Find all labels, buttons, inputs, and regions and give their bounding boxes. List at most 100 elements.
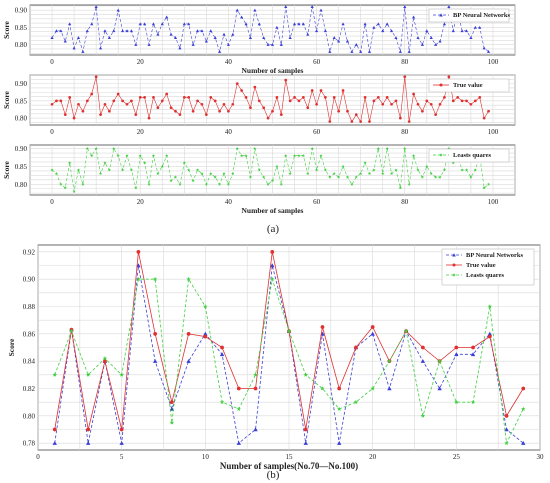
data-point (219, 399, 225, 405)
data-point (387, 358, 392, 364)
data-point (389, 29, 394, 33)
legend-label: True value (466, 262, 496, 269)
data-point (438, 175, 442, 179)
x-tick-label: 40 (225, 58, 233, 66)
y-axis-label: Score (2, 20, 11, 38)
data-point (169, 400, 174, 405)
data-point (54, 171, 59, 175)
y-tick-label: 0.90 (23, 276, 36, 284)
data-point (403, 5, 407, 9)
legend-swatch (433, 83, 449, 87)
data-point (416, 168, 420, 172)
data-point (63, 186, 67, 190)
data-point (213, 99, 217, 103)
data-point (151, 22, 156, 26)
data-point (81, 49, 85, 53)
data-point (336, 175, 341, 179)
data-point (121, 99, 124, 103)
data-point (103, 161, 107, 165)
data-point (425, 164, 429, 168)
data-point (416, 102, 420, 106)
data-point (50, 36, 54, 40)
data-point (86, 427, 91, 432)
data-point (354, 113, 358, 117)
data-point (454, 345, 459, 350)
data-point (217, 182, 222, 186)
y-tick-label: 0.86 (23, 330, 36, 338)
data-point (269, 276, 275, 282)
data-point (464, 29, 469, 33)
data-point (297, 153, 301, 158)
data-point (341, 164, 345, 168)
data-point (385, 146, 389, 150)
data-point (319, 8, 323, 12)
data-point (240, 15, 244, 19)
data-point (125, 153, 129, 158)
data-point (319, 153, 323, 158)
data-point (420, 413, 426, 418)
data-point (451, 29, 455, 33)
data-point (421, 109, 424, 113)
data-point (454, 399, 459, 405)
data-point (249, 106, 252, 110)
data-point (116, 92, 120, 96)
legend-swatch (446, 273, 462, 277)
data-point (372, 99, 376, 103)
data-point (257, 168, 261, 172)
data-point (345, 39, 350, 43)
data-point (470, 399, 476, 405)
x-tick-label: 100 (488, 198, 499, 206)
data-point (112, 99, 116, 103)
legend-label: True value (453, 82, 483, 89)
data-point (381, 29, 385, 33)
data-point (253, 427, 258, 432)
data-point (332, 96, 336, 99)
data-point (231, 32, 235, 36)
data-point (191, 109, 195, 113)
data-point (196, 99, 199, 103)
series-line (51, 147, 489, 192)
x-tick-label: 40 (225, 198, 233, 206)
data-point (275, 96, 279, 99)
legend-swatch (433, 153, 449, 157)
data-point (129, 29, 134, 33)
data-point (68, 96, 72, 99)
data-point (306, 106, 310, 110)
data-point (337, 109, 340, 113)
data-point (398, 49, 402, 53)
data-point (337, 39, 341, 43)
data-point (319, 89, 323, 92)
data-point (191, 43, 195, 46)
data-point (86, 440, 91, 445)
data-point (138, 22, 142, 26)
data-point (292, 153, 297, 158)
data-point (235, 8, 239, 12)
data-point (460, 29, 464, 33)
data-point (407, 182, 411, 186)
data-point (478, 25, 482, 29)
data-point (147, 43, 151, 46)
data-point (116, 153, 120, 158)
data-point (81, 109, 85, 113)
data-point (262, 106, 266, 110)
data-point (504, 413, 509, 418)
data-point (160, 164, 164, 168)
data-point (359, 171, 363, 175)
data-point (279, 43, 283, 46)
data-point (288, 171, 292, 175)
data-point (209, 96, 213, 99)
data-point (350, 120, 354, 123)
data-point (407, 49, 411, 53)
legend: Leasts quares (428, 148, 510, 163)
data-point (94, 5, 98, 9)
data-point (129, 168, 134, 172)
data-point (248, 36, 253, 40)
data-point (213, 36, 217, 40)
data-point (370, 331, 375, 336)
data-point (420, 175, 425, 179)
data-point (293, 96, 296, 99)
data-point (292, 22, 297, 26)
data-point (160, 99, 164, 103)
data-point (186, 276, 191, 282)
data-point (99, 113, 102, 117)
